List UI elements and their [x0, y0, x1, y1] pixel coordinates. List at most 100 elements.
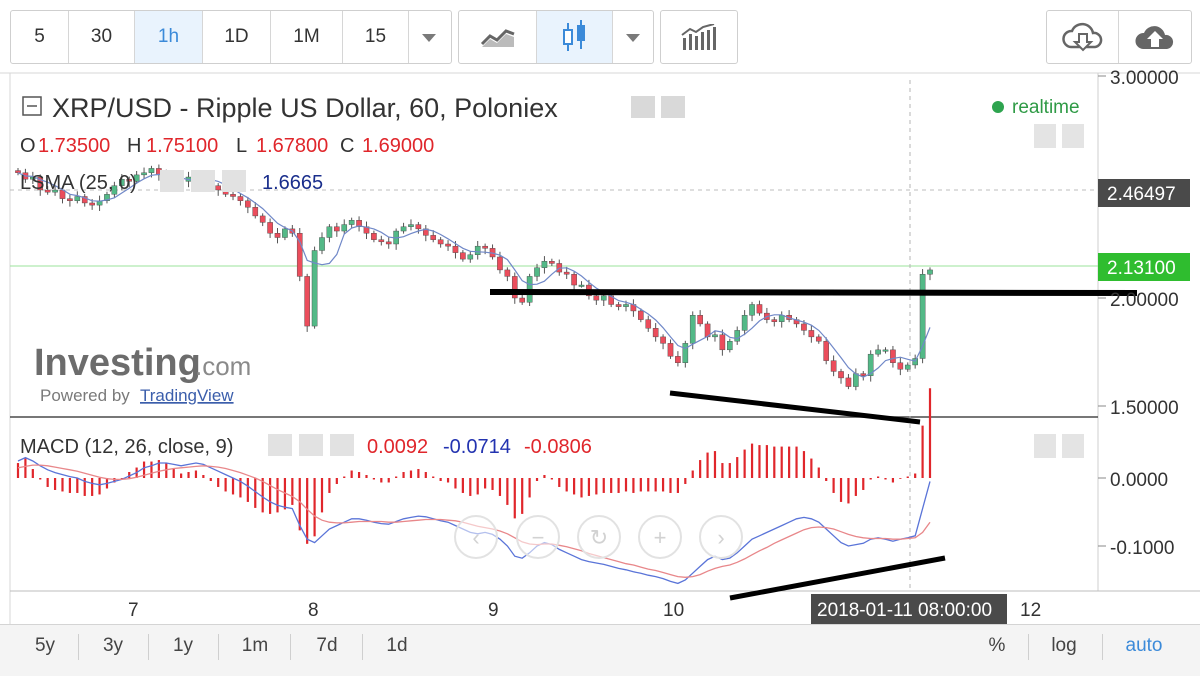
macd-hist-bar	[187, 472, 190, 478]
log-scale-toggle[interactable]: log	[1051, 635, 1077, 656]
candle	[74, 196, 81, 201]
candle	[356, 220, 362, 227]
time-axis[interactable]: 7 8 9 10 12 2018-01-11 08:00:00	[128, 594, 1041, 624]
auto-scale-toggle[interactable]: auto	[1125, 635, 1163, 656]
interval-5[interactable]: 5	[11, 11, 69, 63]
macd-hist-bar	[476, 478, 479, 495]
eye-icon[interactable]	[160, 170, 184, 192]
macd-hist-bar	[120, 478, 123, 479]
zoom-out-button[interactable]: −	[516, 515, 560, 559]
macd-hist-bar	[691, 470, 694, 478]
arrows-updown-icon[interactable]	[1062, 124, 1084, 148]
interval-1d[interactable]: 1D	[203, 11, 271, 63]
candle	[741, 315, 748, 331]
macd-hist-bar	[224, 478, 227, 492]
eye-icon[interactable]	[631, 96, 655, 118]
indicators-button[interactable]	[661, 11, 737, 63]
scroll-right-button[interactable]: ›	[699, 515, 743, 559]
macd-hist-bar	[276, 478, 279, 513]
price-axis[interactable]: 3.00000 2.00000 1.50000 2.46497 2.13100	[1098, 68, 1190, 419]
macd-hist-bar	[343, 476, 346, 478]
gear-icon[interactable]	[191, 170, 215, 192]
candle	[504, 269, 511, 277]
crosshair-price-value: 2.46497	[1107, 184, 1176, 205]
macd-hist-bar	[313, 478, 316, 537]
candle-style-button[interactable]	[537, 11, 613, 63]
candle	[778, 315, 785, 322]
interval-1h[interactable]: 1h	[135, 11, 203, 63]
load-chart-button[interactable]	[1047, 11, 1119, 63]
arrows-updown-icon[interactable]	[1062, 434, 1084, 458]
macd-hist-bar	[669, 478, 672, 493]
macd-hist-bar	[395, 476, 398, 478]
range-5y[interactable]: 5y	[34, 635, 56, 656]
interval-dropdown-button[interactable]	[409, 11, 449, 63]
price-trend-line[interactable]	[669, 390, 921, 425]
macd-hist-bar	[491, 478, 494, 490]
candle	[304, 276, 310, 327]
macd-hist-value: 0.0092	[367, 436, 428, 458]
support-line[interactable]	[489, 289, 1138, 296]
macd-hist-bar	[832, 478, 835, 493]
candle	[474, 245, 481, 256]
range-1y[interactable]: 1y	[172, 635, 194, 656]
range-7d[interactable]: 7d	[316, 635, 338, 656]
candle	[252, 207, 259, 217]
candle	[230, 194, 236, 197]
line-style-button[interactable]	[459, 11, 537, 63]
candle	[519, 297, 525, 303]
macd-legend: MACD (12, 26, close, 9) 0.0092 -0.0714 -…	[20, 434, 1084, 458]
macd-hist-bar	[750, 443, 754, 478]
range-3y[interactable]: 3y	[102, 635, 124, 656]
gear-icon[interactable]	[661, 96, 685, 118]
price-chart[interactable]: 3.00000 2.00000 1.50000 2.46497 2.13100 …	[0, 0, 1200, 624]
candle	[148, 168, 155, 173]
candle	[845, 377, 852, 387]
candle	[497, 256, 503, 271]
candle	[326, 226, 333, 238]
scroll-left-button[interactable]: ‹	[454, 515, 498, 559]
style-dropdown-button[interactable]	[613, 11, 653, 63]
interval-30[interactable]: 30	[69, 11, 135, 63]
eye-icon[interactable]	[268, 434, 292, 456]
candle	[89, 202, 95, 206]
percent-scale-toggle[interactable]: %	[988, 635, 1006, 656]
macd-hist-bar	[16, 463, 20, 478]
macd-hist-bar	[884, 478, 887, 480]
macd-hist-bar	[758, 445, 761, 478]
range-1m[interactable]: 1m	[241, 635, 269, 656]
watermark-brand: Investing	[34, 342, 201, 384]
macd-hist-bar	[209, 478, 212, 481]
time-tick-9: 9	[488, 600, 499, 621]
gear-icon[interactable]	[299, 434, 323, 456]
range-bar: 5y 3y 1y 1m 7d 1d % log auto	[0, 624, 1200, 676]
macd-trend-line[interactable]	[729, 555, 946, 601]
candle	[919, 274, 926, 359]
candle	[756, 304, 763, 314]
macd-axis[interactable]: 0.0000 -0.1000	[1098, 470, 1174, 559]
zoom-in-button[interactable]: +	[638, 515, 682, 559]
tradingview-link[interactable]: TradingView	[140, 386, 234, 405]
chart-style-selector	[458, 10, 654, 64]
close-icon[interactable]	[330, 434, 354, 456]
candle	[534, 267, 540, 277]
range-1d[interactable]: 1d	[386, 635, 408, 656]
macd-hist-bar	[780, 446, 783, 478]
interval-15[interactable]: 15	[343, 11, 409, 63]
macd-hist-bar	[194, 470, 198, 478]
close-icon[interactable]	[222, 170, 246, 192]
arrow-up-icon[interactable]	[1034, 434, 1056, 458]
candle	[237, 196, 244, 201]
save-chart-button[interactable]	[1119, 11, 1191, 63]
candle	[37, 176, 44, 191]
candle	[689, 315, 696, 344]
macd-hist-bar	[706, 452, 709, 478]
arrow-down-icon[interactable]	[1034, 124, 1056, 148]
candle	[593, 295, 600, 301]
candle	[133, 174, 140, 182]
collapse-icon[interactable]	[22, 96, 42, 116]
powered-by-label: Powered by	[40, 386, 130, 405]
macd-hist-bar	[550, 478, 553, 480]
reset-button[interactable]: ↻	[577, 515, 621, 559]
interval-1m[interactable]: 1M	[271, 11, 343, 63]
